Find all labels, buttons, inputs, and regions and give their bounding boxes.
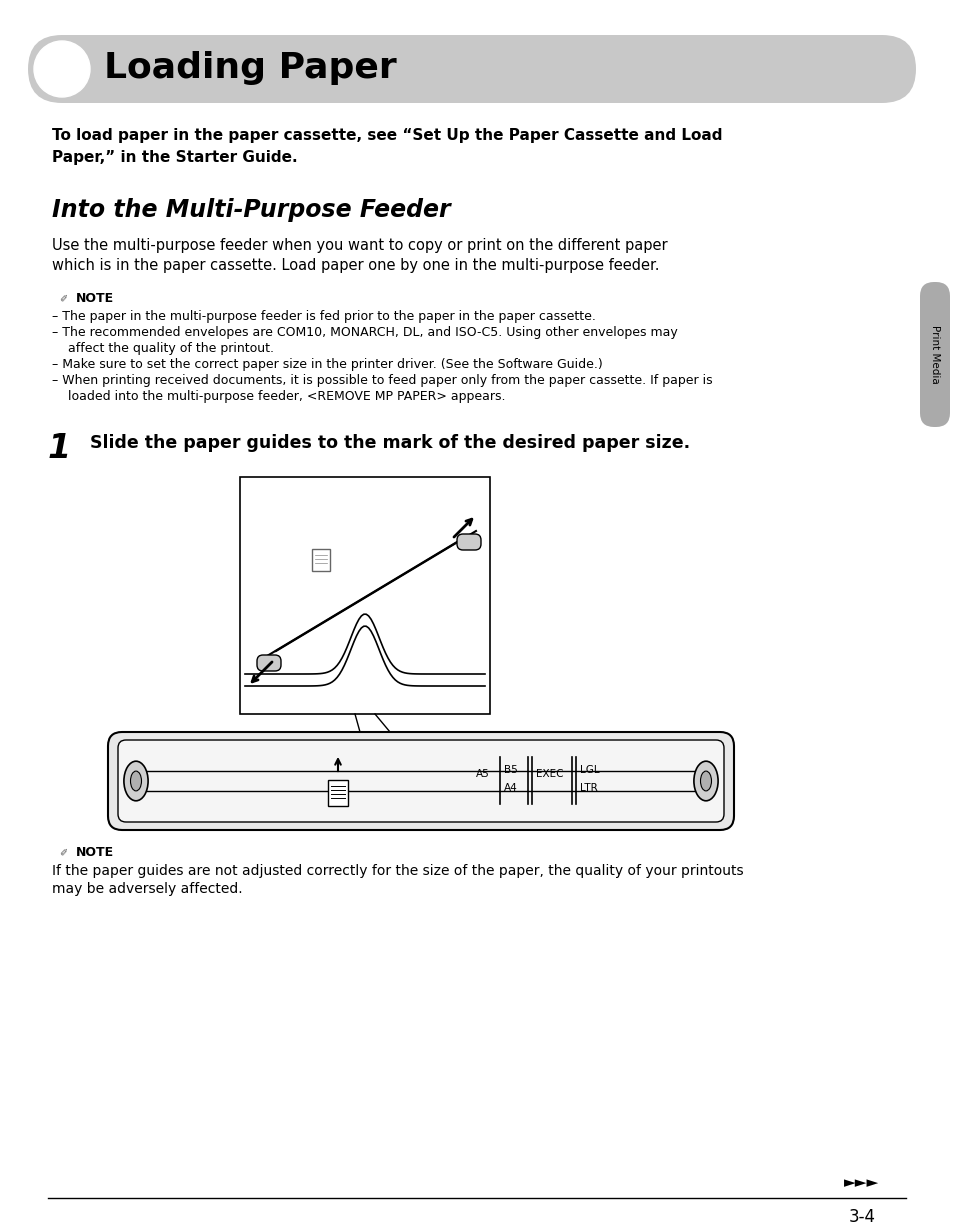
Text: If the paper guides are not adjusted correctly for the size of the paper, the qu: If the paper guides are not adjusted cor… [52,863,742,878]
FancyBboxPatch shape [108,732,733,830]
Text: loaded into the multi-purpose feeder, <REMOVE MP PAPER> appears.: loaded into the multi-purpose feeder, <R… [52,390,505,403]
Text: LTR: LTR [579,784,598,793]
FancyBboxPatch shape [919,282,949,427]
Text: EXEC: EXEC [536,769,563,779]
FancyBboxPatch shape [456,534,480,550]
Text: which is in the paper cassette. Load paper one by one in the multi-purpose feede: which is in the paper cassette. Load pap… [52,258,659,273]
Bar [240,477,490,713]
Ellipse shape [124,761,148,801]
Text: Loading Paper: Loading Paper [104,50,396,85]
Ellipse shape [700,771,711,791]
Text: A5: A5 [476,769,489,779]
Text: – When printing received documents, it is possible to feed paper only from the p: – When printing received documents, it i… [52,374,712,387]
Text: Print Media: Print Media [929,325,939,384]
Text: 1: 1 [48,432,71,465]
Text: may be adversely affected.: may be adversely affected. [52,882,242,895]
Text: ✐: ✐ [59,294,68,304]
Text: Slide the paper guides to the mark of the desired paper size.: Slide the paper guides to the mark of th… [90,434,689,451]
Text: 3-4: 3-4 [847,1208,875,1226]
Text: ►►►: ►►► [843,1176,879,1191]
Text: A4: A4 [503,784,517,793]
Text: – The recommended envelopes are COM10, MONARCH, DL, and ISO-C5. Using other enve: – The recommended envelopes are COM10, M… [52,326,677,339]
Text: Paper,” in the Starter Guide.: Paper,” in the Starter Guide. [52,150,297,165]
FancyBboxPatch shape [118,740,723,822]
Text: ✐: ✐ [59,847,68,859]
FancyBboxPatch shape [28,34,915,103]
Text: NOTE: NOTE [76,293,114,305]
Ellipse shape [693,761,718,801]
FancyBboxPatch shape [256,656,281,672]
Bar [312,549,330,571]
Text: LGL: LGL [579,765,599,775]
Text: To load paper in the paper cassette, see “Set Up the Paper Cassette and Load: To load paper in the paper cassette, see… [52,128,721,143]
Text: – Make sure to set the correct paper size in the printer driver. (See the Softwa: – Make sure to set the correct paper siz… [52,358,602,371]
Bar [328,780,348,806]
Circle shape [34,41,90,97]
Text: B5: B5 [503,765,517,775]
Text: affect the quality of the printout.: affect the quality of the printout. [52,342,274,355]
Text: Use the multi-purpose feeder when you want to copy or print on the different pap: Use the multi-purpose feeder when you wa… [52,237,667,253]
Text: NOTE: NOTE [76,846,114,860]
Text: Into the Multi-Purpose Feeder: Into the Multi-Purpose Feeder [52,198,450,221]
Text: – The paper in the multi-purpose feeder is fed prior to the paper in the paper c: – The paper in the multi-purpose feeder … [52,310,596,323]
Ellipse shape [131,771,141,791]
